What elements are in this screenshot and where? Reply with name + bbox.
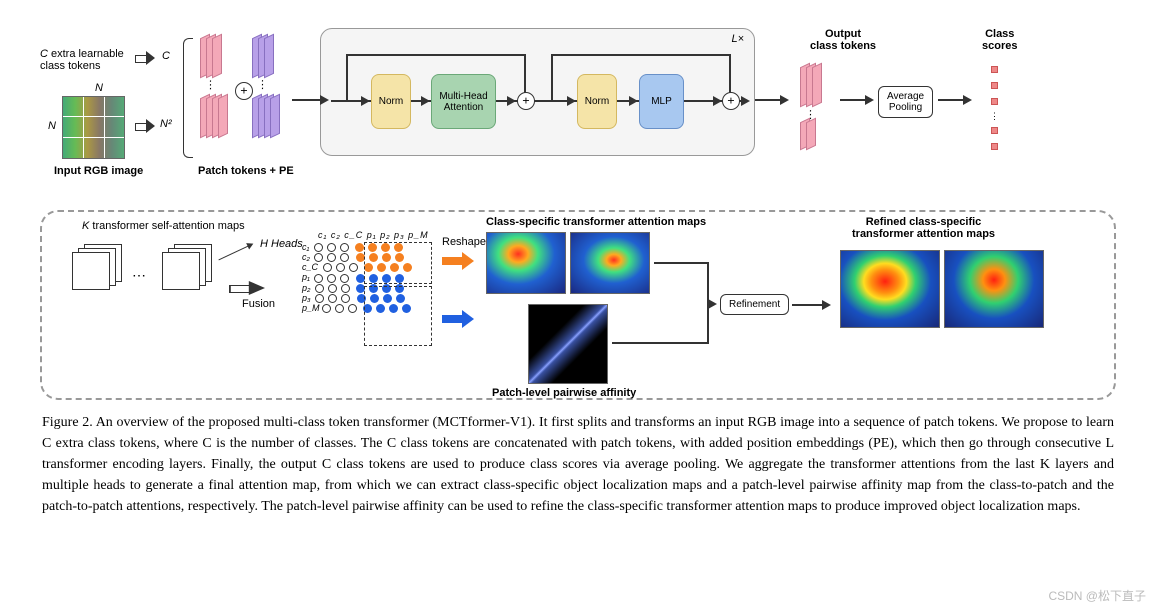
label-fusion: Fusion xyxy=(242,298,275,310)
bracket-icon xyxy=(183,38,193,158)
matrix: c₁ c₂ c_C p₁ p₂ p₃ p_M c₁ c₂ c_C p₁ p₂ p… xyxy=(302,230,414,313)
label-h-heads: H Heads xyxy=(260,238,303,250)
label-patch-pe: Patch tokens + PE xyxy=(198,165,294,177)
label-k-maps: K transformer self-attention maps xyxy=(82,220,245,232)
blue-arrow-icon xyxy=(442,312,474,326)
arrow-patches xyxy=(135,120,155,132)
label-N-top: N xyxy=(95,82,103,94)
architecture-bottom: K transformer self-attention maps H Head… xyxy=(40,210,1116,400)
mha-block: Multi-Head Attention xyxy=(431,74,496,129)
fusion-arrow xyxy=(229,282,265,294)
label-class-maps: Class-specific transformer attention map… xyxy=(486,216,706,228)
add-icon-2: + xyxy=(722,92,740,110)
label-affinity: Patch-level pairwise affinity xyxy=(492,387,636,399)
label-N2: N² xyxy=(160,118,172,130)
input-image xyxy=(62,96,125,159)
class-scores-squares: ⋮ xyxy=(990,62,999,155)
affinity-map xyxy=(528,304,608,384)
dots-icon: ⋮ xyxy=(205,76,218,92)
watermark: CSDN @松下直子 xyxy=(1048,587,1146,604)
heatmap-2 xyxy=(570,232,650,294)
caption-label: Figure 2. xyxy=(42,415,93,430)
label-class-scores: Classscores xyxy=(982,28,1017,52)
norm-block-1: Norm xyxy=(371,74,411,129)
mlp-block: MLP xyxy=(639,74,684,129)
orange-arrow-icon xyxy=(442,254,474,268)
architecture-top: C extra learnable class tokens C N N N² … xyxy=(40,20,1116,200)
plus-icon: + xyxy=(235,82,253,100)
label-L-times: L× xyxy=(731,33,744,45)
label-refined: Refined class-specifictransformer attent… xyxy=(852,216,995,240)
refined-heatmap-2 xyxy=(944,250,1044,328)
refinement-box: Refinement xyxy=(720,294,789,315)
label-N-left: N xyxy=(48,120,56,132)
add-icon-1: + xyxy=(517,92,535,110)
transformer-box: L× Norm Multi-Head Attention + Norm MLP … xyxy=(320,28,755,156)
norm-block-2: Norm xyxy=(577,74,617,129)
dots-icon: ⋮ xyxy=(257,77,268,93)
caption-text: An overview of the proposed multi-class … xyxy=(42,415,1114,514)
label-output-tokens: Outputclass tokens xyxy=(810,28,876,52)
label-reshape: Reshape xyxy=(442,236,486,248)
arrow-class-tokens xyxy=(135,52,155,64)
label-extra-tokens: C extra learnable class tokens xyxy=(40,48,124,72)
refined-heatmap-1 xyxy=(840,250,940,328)
avg-pool-box: Average Pooling xyxy=(878,86,933,118)
figure-caption: Figure 2. An overview of the proposed mu… xyxy=(40,412,1116,517)
heatmap-1 xyxy=(486,232,566,294)
label-input-rgb: Input RGB image xyxy=(54,165,143,177)
label-C: C xyxy=(162,50,170,62)
dots-icon: ⋯ xyxy=(132,267,146,284)
